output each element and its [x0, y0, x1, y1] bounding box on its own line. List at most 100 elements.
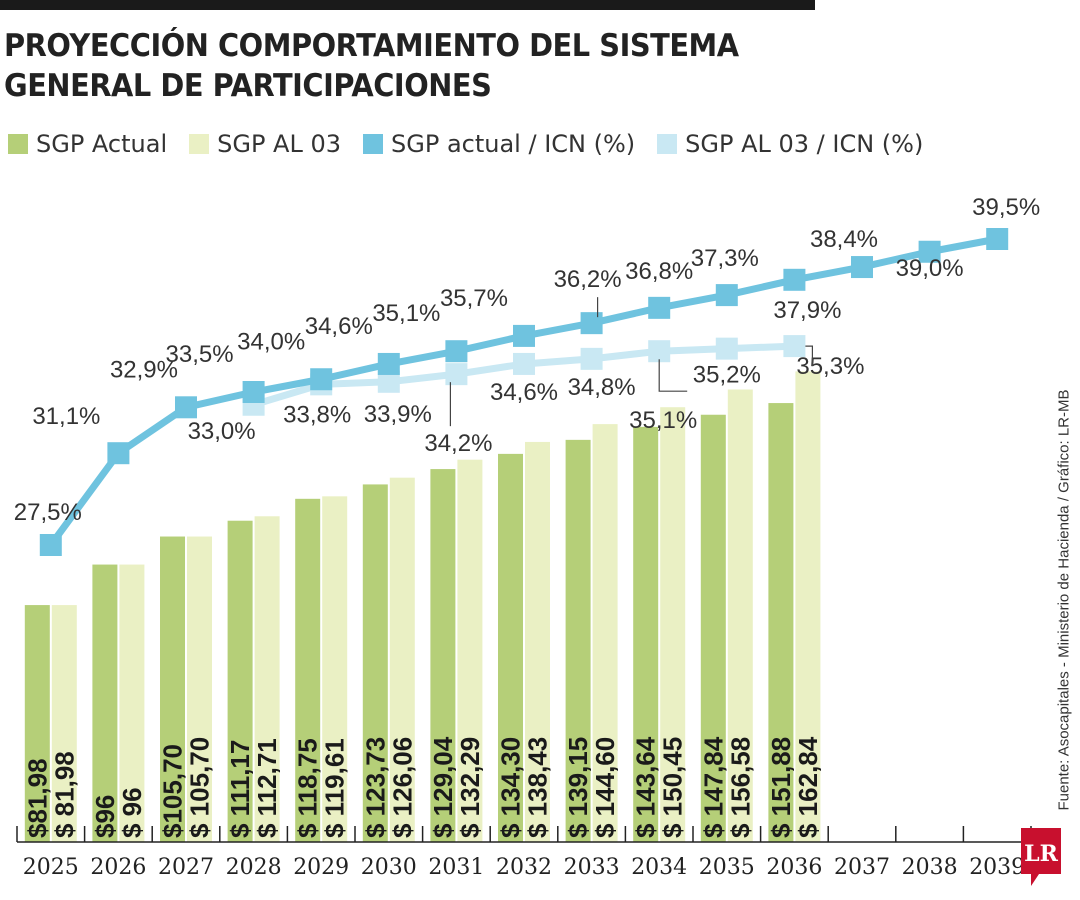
- legend-item-sgp-al03-icn: SGP AL 03 / ICN (%): [657, 130, 923, 158]
- label-sgp-actual-icn-2039: 39,5%: [972, 194, 1040, 221]
- x-tick-label-2035: 2035: [699, 855, 755, 880]
- bar-label-sgp-al03-2025: $ 81,98: [49, 751, 79, 838]
- point-sgp-actual-icn-2039: [986, 228, 1009, 250]
- x-tick-label-2033: 2033: [564, 855, 620, 880]
- bar-label-sgp-actual-2036: $ 151,88: [766, 737, 796, 838]
- label-sgp-actual-icn-2038: 39,0%: [896, 255, 964, 282]
- point-sgp-actual-icn-2030: [377, 352, 400, 375]
- legend-swatch-sgp-actual: [8, 134, 28, 154]
- bar-label-sgp-actual-2027: $105,70: [158, 744, 188, 838]
- bar-sgp-actual-2027: [160, 536, 185, 842]
- bar-label-sgp-al03-2031: $ 132,29: [455, 737, 485, 838]
- x-tick-label-2032: 2032: [496, 855, 552, 880]
- chart-title-line-1: PROYECCIÓN COMPORTAMIENTO DEL SISTEMA: [4, 28, 739, 64]
- bar-sgp-actual-2030: [362, 484, 388, 842]
- point-sgp-actual-icn-2028: [242, 381, 265, 403]
- bar-label-sgp-actual-2030: $ 123,73: [360, 737, 390, 838]
- point-sgp-actual-icn-2037: [851, 256, 873, 279]
- label-sgp-actual-icn-2027: 32,9%: [110, 356, 178, 383]
- point-sgp-al03-icn-2032: [513, 352, 535, 375]
- point-sgp-al03-icn-2035: [715, 337, 738, 360]
- bar-sgp-al03-2032: [525, 441, 550, 842]
- point-sgp-actual-icn-2027: [175, 396, 197, 419]
- bar-sgp-al03-2035: [727, 389, 753, 842]
- bar-label-sgp-actual-2034: $ 143,64: [631, 736, 661, 838]
- legend-swatch-sgp-al03-icn: [657, 134, 678, 154]
- point-sgp-actual-icn-2029: [310, 368, 333, 391]
- label-sgp-actual-icn-2028: 33,5%: [166, 341, 234, 368]
- label-sgp-actual-icn-2029: 34,0%: [237, 328, 305, 355]
- bar-label-sgp-al03-2035: $ 156,58: [725, 737, 755, 838]
- legend: SGP Actual SGP AL 03 SGP actual / ICN (%…: [8, 128, 945, 160]
- legend-item-sgp-actual: SGP Actual: [8, 130, 167, 158]
- bar-sgp-al03-2029: [322, 496, 348, 842]
- bar-label-sgp-al03-2036: $ 162,84: [793, 736, 823, 838]
- legend-label-sgp-al03-icn: SGP AL 03 / ICN (%): [685, 130, 924, 158]
- leader-sgp-al03-icn-2036: [805, 345, 814, 367]
- legend-swatch-sgp-al03: [189, 134, 210, 154]
- label-sgp-al03-icn-2029: 33,8%: [283, 401, 351, 428]
- label-sgp-al03-icn-2033: 34,8%: [568, 374, 636, 401]
- label-sgp-actual-icn-2031: 35,1%: [372, 300, 440, 327]
- x-tick-label-2027: 2027: [158, 855, 214, 880]
- point-sgp-actual-icn-2033: [580, 312, 603, 335]
- point-sgp-actual-icn-2025: [39, 534, 62, 556]
- bar-sgp-al03-2025: [51, 605, 77, 842]
- bar-sgp-actual-2035: [700, 414, 726, 842]
- label-sgp-actual-icn-2025: 27,5%: [14, 499, 82, 526]
- bar-label-sgp-al03-2033: $ 144,60: [590, 737, 620, 838]
- legend-swatch-sgp-actual-icn: [363, 134, 384, 154]
- label-sgp-al03-icn-2030: 33,9%: [364, 401, 432, 428]
- bar-sgp-actual-2032: [498, 453, 523, 842]
- point-sgp-actual-icn-2031: [445, 340, 468, 363]
- x-tick-label-2037: 2037: [834, 855, 890, 880]
- point-sgp-al03-icn-2033: [580, 347, 603, 370]
- label-sgp-actual-icn-2035: 37,3%: [691, 245, 759, 272]
- label-sgp-al03-icn-2031: 34,2%: [424, 430, 492, 457]
- point-sgp-actual-icn-2032: [513, 324, 535, 347]
- bar-label-sgp-actual-2026: $96: [90, 795, 120, 838]
- x-tick-label-2030: 2030: [361, 855, 417, 880]
- bar-sgp-al03-2034: [660, 407, 686, 842]
- bar-label-sgp-al03-2030: $ 126,06: [387, 737, 417, 838]
- x-tick-label-2038: 2038: [902, 855, 958, 880]
- bar-sgp-actual-2029: [295, 498, 321, 842]
- point-sgp-actual-icn-2034: [648, 296, 671, 319]
- point-sgp-actual-icn-2035: [715, 284, 738, 307]
- bar-sgp-actual-2025: [24, 605, 50, 842]
- x-tick-label-2026: 2026: [90, 855, 146, 880]
- x-tick-label-2029: 2029: [293, 855, 349, 880]
- label-sgp-actual-icn-2037: 38,4%: [810, 226, 878, 253]
- bar-sgp-al03-2027: [187, 536, 212, 842]
- bar-label-sgp-al03-2028: $ 112,71: [252, 738, 282, 838]
- bar-label-sgp-actual-2032: $ 134,30: [496, 737, 526, 838]
- x-tick-label-2028: 2028: [226, 855, 282, 880]
- chart-title-line-2: GENERAL DE PARTICIPACIONES: [4, 68, 492, 104]
- label-sgp-al03-icn-2034: 35,1%: [629, 407, 697, 434]
- point-sgp-al03-icn-2034: [648, 340, 671, 363]
- label-sgp-actual-icn-2034: 36,8%: [625, 258, 693, 285]
- bar-label-sgp-al03-2029: $ 119,61: [320, 738, 350, 838]
- legend-label-sgp-al03: SGP AL 03: [217, 130, 342, 158]
- point-sgp-al03-icn-2030: [377, 370, 400, 393]
- bar-sgp-actual-2031: [430, 469, 456, 842]
- bar-label-sgp-actual-2033: $ 139,15: [563, 737, 593, 838]
- bar-label-sgp-al03-2027: $ 105,70: [185, 737, 215, 838]
- bar-sgp-al03-2033: [592, 424, 618, 842]
- label-sgp-al03-icn-2032: 34,6%: [490, 379, 558, 406]
- bar-sgp-al03-2031: [457, 459, 483, 842]
- x-tick-label-2036: 2036: [766, 855, 822, 880]
- svg-text:LR: LR: [1024, 841, 1058, 867]
- bar-label-sgp-actual-2029: $ 118,75: [293, 738, 323, 838]
- bar-label-sgp-al03-2026: $ 96: [117, 787, 147, 838]
- leader-sgp-al03-icn-2034: [658, 359, 688, 392]
- label-sgp-actual-icn-2033: 36,2%: [554, 266, 622, 293]
- bar-label-sgp-actual-2025: $81,98: [22, 758, 52, 838]
- legend-item-sgp-al03: SGP AL 03: [189, 130, 341, 158]
- bar-label-sgp-actual-2035: $ 147,84: [698, 736, 728, 838]
- x-tick-label-2034: 2034: [631, 855, 687, 880]
- source-text: Fuente: Asocapitales - Ministerio de Hac…: [1055, 389, 1073, 811]
- point-sgp-al03-icn-2036: [783, 335, 806, 358]
- label-sgp-al03-icn-2028: 33,0%: [188, 418, 256, 445]
